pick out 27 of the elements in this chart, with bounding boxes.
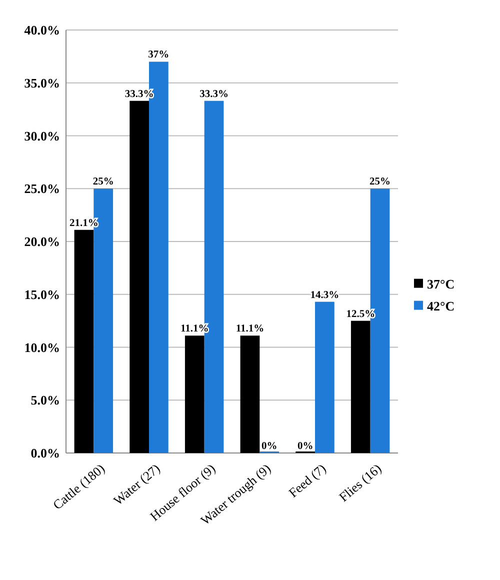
bar <box>350 320 370 453</box>
x-tick-label: Water (27) <box>110 460 163 508</box>
y-tick-label: 40.0% <box>24 22 60 38</box>
y-tick-label: 15.0% <box>24 286 60 302</box>
bar <box>184 336 204 453</box>
data-label: 33.3% <box>200 88 228 100</box>
bar <box>240 336 260 453</box>
y-tick-label: 35.0% <box>24 75 60 90</box>
legend-label: 37°C <box>427 276 455 292</box>
data-label: 0% <box>297 441 314 452</box>
x-tick-label: Flies (16) <box>336 460 384 505</box>
bar <box>130 100 149 453</box>
data-label: 0% <box>261 441 278 452</box>
data-label: 25% <box>370 176 391 188</box>
y-tick-label: 30.0% <box>24 128 60 144</box>
y-tick-label: 5.0% <box>30 392 60 408</box>
y-tick-label: 20.0% <box>24 234 60 250</box>
data-label: 37% <box>148 50 170 61</box>
legend-label: 42°C <box>427 298 455 314</box>
data-label: 14.3% <box>310 290 340 301</box>
y-tick-label: 10.0% <box>24 340 60 355</box>
y-tick-label: 0.0% <box>30 446 60 461</box>
bar <box>315 302 334 453</box>
bar <box>74 230 94 453</box>
data-label: 11.1% <box>236 324 264 335</box>
y-tick-label: 25.0% <box>24 181 60 196</box>
data-label: 25% <box>92 176 114 188</box>
